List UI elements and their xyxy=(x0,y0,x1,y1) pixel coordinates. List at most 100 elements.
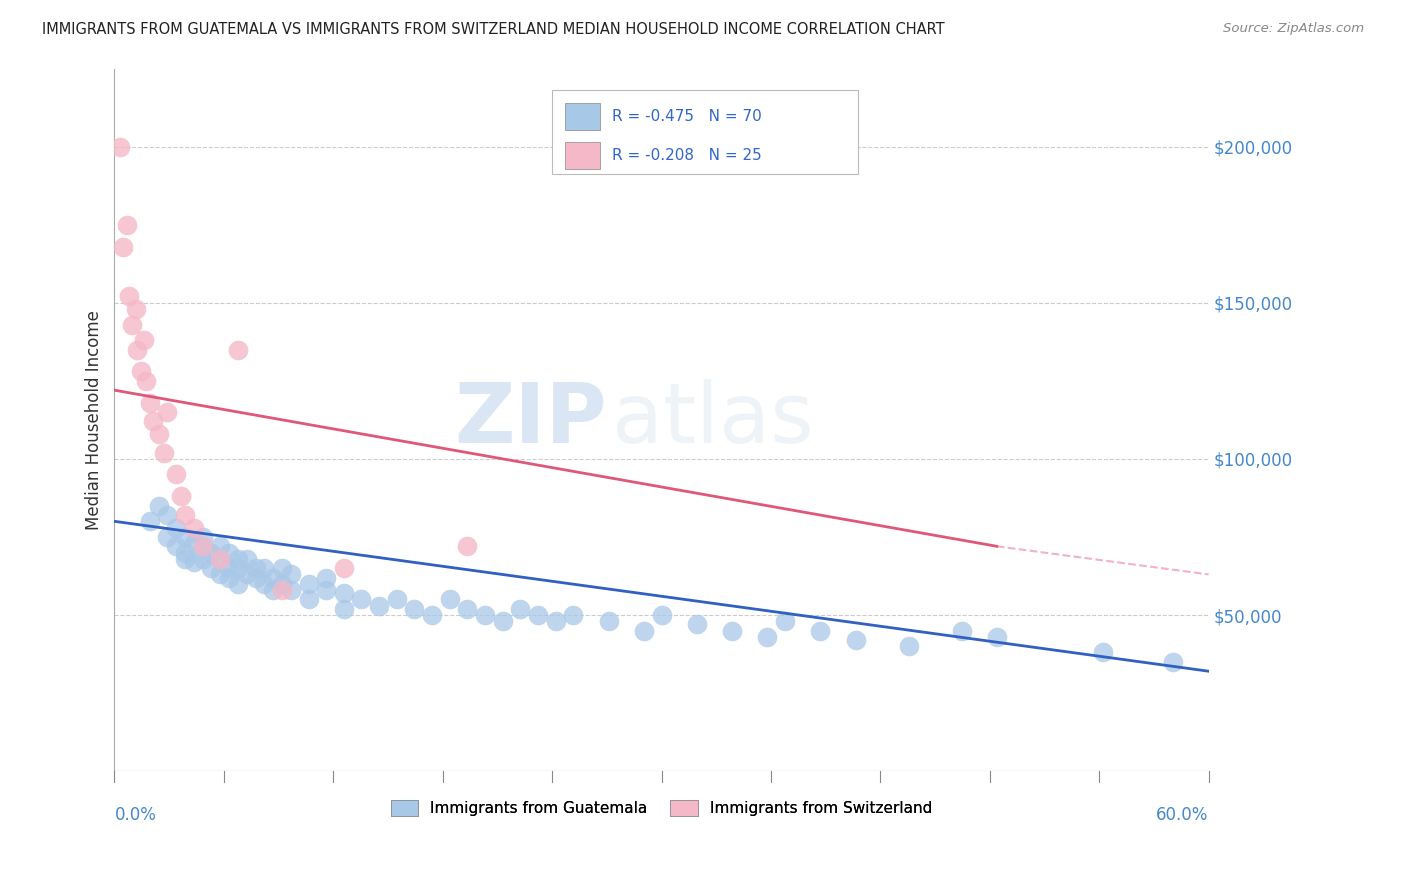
Point xyxy=(170,489,193,503)
Point xyxy=(209,567,232,582)
Point xyxy=(271,582,294,597)
Point xyxy=(404,601,426,615)
Point xyxy=(138,514,160,528)
Point xyxy=(474,607,496,622)
Point xyxy=(115,218,138,232)
Point xyxy=(333,561,356,575)
Point xyxy=(509,601,531,615)
Point xyxy=(950,624,973,638)
Point xyxy=(420,607,443,622)
Point xyxy=(200,545,222,559)
Text: atlas: atlas xyxy=(612,379,814,460)
Point xyxy=(1161,655,1184,669)
Point xyxy=(226,576,249,591)
Point xyxy=(439,592,461,607)
Point xyxy=(262,582,284,597)
Text: IMMIGRANTS FROM GUATEMALA VS IMMIGRANTS FROM SWITZERLAND MEDIAN HOUSEHOLD INCOME: IMMIGRANTS FROM GUATEMALA VS IMMIGRANTS … xyxy=(42,22,945,37)
Point xyxy=(174,530,197,544)
Text: Source: ZipAtlas.com: Source: ZipAtlas.com xyxy=(1223,22,1364,36)
Point xyxy=(315,570,337,584)
Point xyxy=(226,551,249,566)
Point xyxy=(218,561,240,575)
Point xyxy=(191,539,214,553)
Text: R = -0.475   N = 70: R = -0.475 N = 70 xyxy=(612,109,762,124)
Point xyxy=(562,607,585,622)
Point xyxy=(262,570,284,584)
Point xyxy=(986,630,1008,644)
Point xyxy=(245,561,267,575)
Point xyxy=(297,576,319,591)
Point xyxy=(226,343,249,357)
Point xyxy=(165,520,187,534)
Point xyxy=(117,289,139,303)
Point xyxy=(134,333,156,347)
Point xyxy=(527,607,550,622)
Point xyxy=(129,364,152,378)
Legend: Immigrants from Guatemala, Immigrants from Switzerland: Immigrants from Guatemala, Immigrants fr… xyxy=(391,800,932,816)
Point xyxy=(253,576,276,591)
Point xyxy=(183,520,205,534)
Point xyxy=(148,426,170,441)
Text: R = -0.208   N = 25: R = -0.208 N = 25 xyxy=(612,148,762,163)
Point xyxy=(236,551,259,566)
Point xyxy=(456,539,478,553)
Point xyxy=(333,601,356,615)
Point xyxy=(108,139,131,153)
Point xyxy=(218,545,240,559)
Point xyxy=(156,405,179,419)
Point xyxy=(350,592,373,607)
Point xyxy=(236,567,259,582)
Point xyxy=(492,614,515,628)
Point xyxy=(209,551,232,566)
Point xyxy=(121,318,143,332)
Text: 0.0%: 0.0% xyxy=(114,806,156,824)
Point xyxy=(315,582,337,597)
Point xyxy=(333,586,356,600)
Point xyxy=(138,395,160,409)
Point xyxy=(156,530,179,544)
Bar xyxy=(565,103,600,130)
Point xyxy=(271,576,294,591)
Point xyxy=(297,592,319,607)
Point xyxy=(153,445,176,459)
Point xyxy=(897,639,920,653)
Point xyxy=(191,551,214,566)
Y-axis label: Median Household Income: Median Household Income xyxy=(86,310,103,530)
Bar xyxy=(565,142,600,169)
Text: ZIP: ZIP xyxy=(454,379,607,460)
Point xyxy=(112,239,135,253)
Point xyxy=(200,561,222,575)
Point xyxy=(156,508,179,522)
Point xyxy=(271,561,294,575)
Point xyxy=(845,632,868,647)
Point xyxy=(245,570,267,584)
Point xyxy=(773,614,796,628)
Point xyxy=(174,508,197,522)
Point xyxy=(280,567,302,582)
Point xyxy=(1091,645,1114,659)
Point xyxy=(142,414,165,428)
Point xyxy=(165,539,187,553)
Point xyxy=(721,624,744,638)
Point xyxy=(183,555,205,569)
Point xyxy=(686,617,709,632)
Point xyxy=(808,624,831,638)
Point xyxy=(148,499,170,513)
Point xyxy=(280,582,302,597)
Point xyxy=(226,561,249,575)
Point xyxy=(385,592,408,607)
Point xyxy=(456,601,478,615)
Point xyxy=(218,570,240,584)
Point xyxy=(165,467,187,482)
FancyBboxPatch shape xyxy=(553,89,859,174)
Point xyxy=(756,630,779,644)
Point xyxy=(191,539,214,553)
Point xyxy=(544,614,567,628)
Point xyxy=(650,607,672,622)
Point xyxy=(368,599,391,613)
Point xyxy=(209,551,232,566)
Point xyxy=(253,561,276,575)
Text: 60.0%: 60.0% xyxy=(1156,806,1209,824)
Point xyxy=(135,374,157,388)
Point xyxy=(633,624,655,638)
